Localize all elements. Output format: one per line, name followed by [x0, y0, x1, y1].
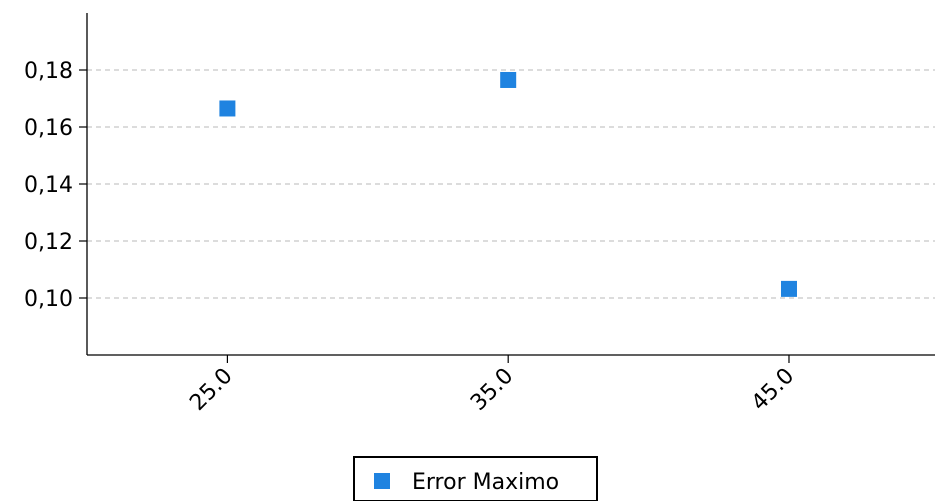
x-tick-label: 35.0 — [466, 364, 518, 416]
x-tick-label: 25.0 — [185, 364, 237, 416]
y-tick-label: 0,18 — [24, 59, 73, 84]
legend: Error Maximo — [353, 456, 598, 501]
y-tick-label: 0,16 — [24, 116, 73, 141]
y-gridlines — [87, 69, 935, 299]
y-tick-label: 0,10 — [24, 287, 73, 312]
data-point — [780, 280, 797, 297]
data-point — [219, 100, 236, 117]
x-tick-label: 45.0 — [747, 364, 799, 416]
data-points — [219, 71, 797, 297]
y-tick-label: 0,12 — [24, 230, 73, 255]
legend-label: Error Maximo — [412, 470, 559, 495]
y-axis-ticks: 0,10 0,12 0,14 0,16 0,18 — [24, 59, 87, 312]
legend-box — [353, 456, 598, 501]
x-axis-ticks: 25.0 35.0 45.0 — [185, 355, 799, 416]
legend-marker — [374, 473, 390, 489]
data-point — [500, 71, 517, 88]
y-tick-label: 0,14 — [24, 173, 73, 198]
